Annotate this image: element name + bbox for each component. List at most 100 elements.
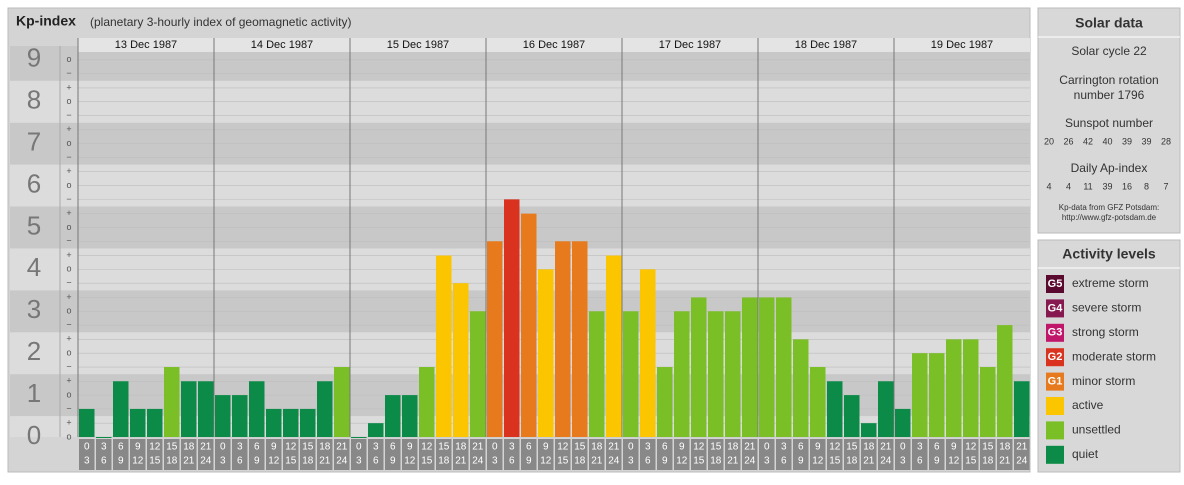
time-label: 9 — [390, 456, 396, 467]
day-label: 14 Dec 1987 — [251, 39, 313, 51]
time-box — [1014, 439, 1030, 470]
time-label: 15 — [421, 456, 433, 467]
time-label: 15 — [693, 456, 705, 467]
bar — [759, 297, 775, 437]
time-box — [793, 439, 809, 470]
time-label: 18 — [183, 442, 195, 453]
bar — [164, 367, 180, 437]
time-label: 18 — [319, 442, 331, 453]
minor-tick-label: + — [66, 334, 71, 344]
bar — [317, 381, 333, 437]
minor-tick-label: + — [66, 250, 71, 260]
time-label: 15 — [965, 456, 977, 467]
minor-tick-label: − — [66, 403, 71, 413]
level-swatch — [1046, 348, 1064, 367]
minor-tick-label: − — [66, 236, 71, 246]
time-label: 6 — [254, 442, 260, 453]
time-label: 0 — [628, 442, 634, 453]
time-box — [113, 439, 129, 470]
time-box — [96, 439, 112, 470]
time-box — [521, 439, 537, 470]
minor-tick-label: + — [66, 376, 71, 386]
time-box — [810, 439, 826, 470]
time-label: 3 — [781, 442, 787, 453]
minor-tick-label: o — [66, 138, 71, 148]
time-label: 3 — [101, 442, 107, 453]
time-box — [130, 439, 146, 470]
time-label: 15 — [302, 442, 314, 453]
time-box — [334, 439, 350, 470]
level-badge: G3 — [1048, 327, 1063, 339]
time-box — [776, 439, 792, 470]
time-label: 12 — [829, 442, 841, 453]
level-swatch — [1046, 372, 1064, 391]
minor-tick-label: − — [66, 319, 71, 329]
bar — [572, 241, 588, 437]
time-label: 0 — [356, 442, 362, 453]
bar — [334, 367, 350, 437]
time-label: 18 — [982, 456, 994, 467]
minor-tick-label: o — [66, 389, 71, 399]
bar — [385, 395, 401, 437]
chart: 0123456789o+−o+−o+−o+−o+−o+−o+−o+−o+−o13… — [10, 15, 1171, 470]
time-box — [878, 439, 894, 470]
time-label: 21 — [1016, 442, 1028, 453]
day-label: 16 Dec 1987 — [523, 39, 585, 51]
bar — [674, 311, 690, 437]
time-box — [674, 439, 690, 470]
time-label: 15 — [574, 442, 586, 453]
panel-text: Daily Ap-index — [1071, 161, 1148, 175]
y-tick-label: 6 — [27, 168, 41, 198]
time-box — [725, 439, 741, 470]
time-label: 0 — [492, 442, 498, 453]
time-label: 6 — [934, 442, 940, 453]
time-box — [589, 439, 605, 470]
time-box — [657, 439, 673, 470]
time-label: 6 — [101, 456, 107, 467]
time-label: 24 — [336, 456, 348, 467]
time-box — [623, 439, 639, 470]
time-box — [402, 439, 418, 470]
panel-text: 8 — [1144, 181, 1149, 191]
time-box — [198, 439, 214, 470]
bar — [1014, 381, 1030, 437]
panel-text: 39 — [1122, 136, 1132, 146]
time-label: 3 — [645, 442, 651, 453]
time-label: 21 — [863, 456, 875, 467]
time-box — [538, 439, 554, 470]
time-label: 12 — [285, 442, 297, 453]
level-badge: G5 — [1048, 278, 1063, 290]
time-box — [232, 439, 248, 470]
time-label: 12 — [557, 442, 569, 453]
time-box — [385, 439, 401, 470]
time-label: 6 — [526, 442, 532, 453]
time-label: 15 — [438, 442, 450, 453]
bar — [725, 311, 741, 437]
bar — [249, 381, 265, 437]
bar — [691, 297, 707, 437]
level-badge: G4 — [1048, 302, 1064, 314]
minor-tick-label: − — [66, 110, 71, 120]
time-box — [504, 439, 520, 470]
time-label: 18 — [166, 456, 178, 467]
minor-tick-label: − — [66, 278, 71, 288]
bar — [827, 381, 843, 437]
y-tick-label: 3 — [27, 294, 41, 324]
time-box — [997, 439, 1013, 470]
time-label: 18 — [846, 456, 858, 467]
time-box — [317, 439, 333, 470]
time-label: 12 — [149, 442, 161, 453]
time-box — [436, 439, 452, 470]
time-label: 12 — [812, 456, 824, 467]
time-label: 6 — [645, 456, 651, 467]
time-label: 6 — [373, 456, 379, 467]
minor-tick-label: − — [66, 194, 71, 204]
bar — [130, 408, 146, 437]
time-label: 21 — [591, 456, 603, 467]
bar — [521, 213, 537, 437]
time-label: 24 — [744, 456, 756, 467]
time-label: 15 — [149, 456, 161, 467]
minor-tick-label: − — [66, 68, 71, 78]
time-label: 3 — [900, 456, 906, 467]
bar — [640, 269, 656, 437]
